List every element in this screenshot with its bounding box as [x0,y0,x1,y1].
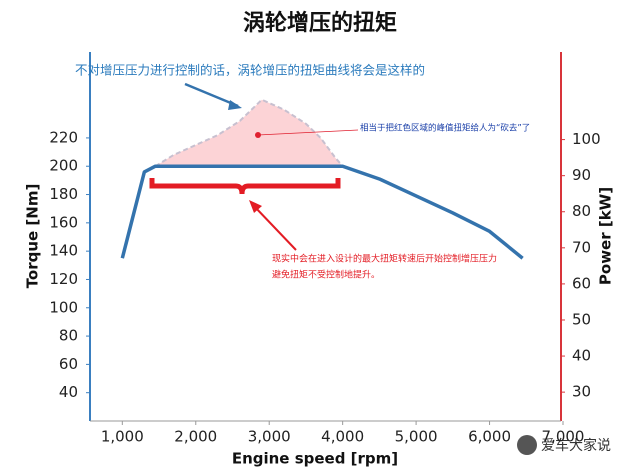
annotation-arrowhead [228,100,242,110]
y2-tick-label: 50 [572,310,591,328]
y-tick-label: 160 [49,213,78,231]
chart-title: 涡轮增压的扭矩 [243,10,397,36]
y2-tick-label: 80 [572,202,591,220]
annotation: 现实中会在进入设计的最大扭矩转速后开始控制增压压力 [272,253,497,265]
annotation: 避免扭矩不受控制地提升。 [272,269,380,281]
y-tick-label: 140 [49,242,78,260]
bracket [149,178,341,195]
x-tick-label: 4,000 [321,428,364,446]
y2-tick-label: 90 [572,166,591,184]
x-tick-label: 5,000 [395,428,438,446]
x-tick-label: 3,000 [248,428,291,446]
annotation-arrow [253,205,297,251]
watermark: 爱车大家说 [541,437,611,454]
annotation-arrow [184,82,239,108]
y-tick-label: 80 [59,327,78,345]
y-tick-label: 40 [59,383,78,401]
x-tick-label: 1,000 [101,428,144,446]
y-tick-label: 100 [49,298,78,316]
plot-area [120,98,524,260]
y-tick-label: 60 [59,355,78,373]
y-tick-label: 180 [49,185,78,203]
x-tick-label: 6,000 [468,428,511,446]
y2-tick-label: 40 [572,347,591,365]
y-tick-label: 120 [49,270,78,288]
annotation: 不对增压压力进行控制的话，涡轮增压的扭矩曲线将会是这样的 [75,63,425,78]
x-tick-label: 7,000 [542,428,585,446]
watermark-icon [517,435,537,455]
y2-tick-label: 60 [572,274,591,292]
annotation-leader [257,129,359,136]
y2-tick-label: 100 [572,130,601,148]
x-tick-label: 2,000 [174,428,217,446]
annotation-arrowhead [249,200,262,213]
x-axis-title: Engine speed [rpm] [232,450,398,468]
annotation: 相当于把红色区域的峰值扭矩给人为“砍去”了 [360,123,530,134]
y2-tick-label: 70 [572,238,591,256]
y-tick-label: 220 [49,128,78,146]
area [151,98,345,168]
y-axis-title: Torque [Nm] [24,184,42,289]
y-tick-label: 200 [49,157,78,175]
line [120,164,524,260]
y2-tick-label: 30 [572,383,591,401]
y2-axis-title: Power [kW] [597,187,615,285]
